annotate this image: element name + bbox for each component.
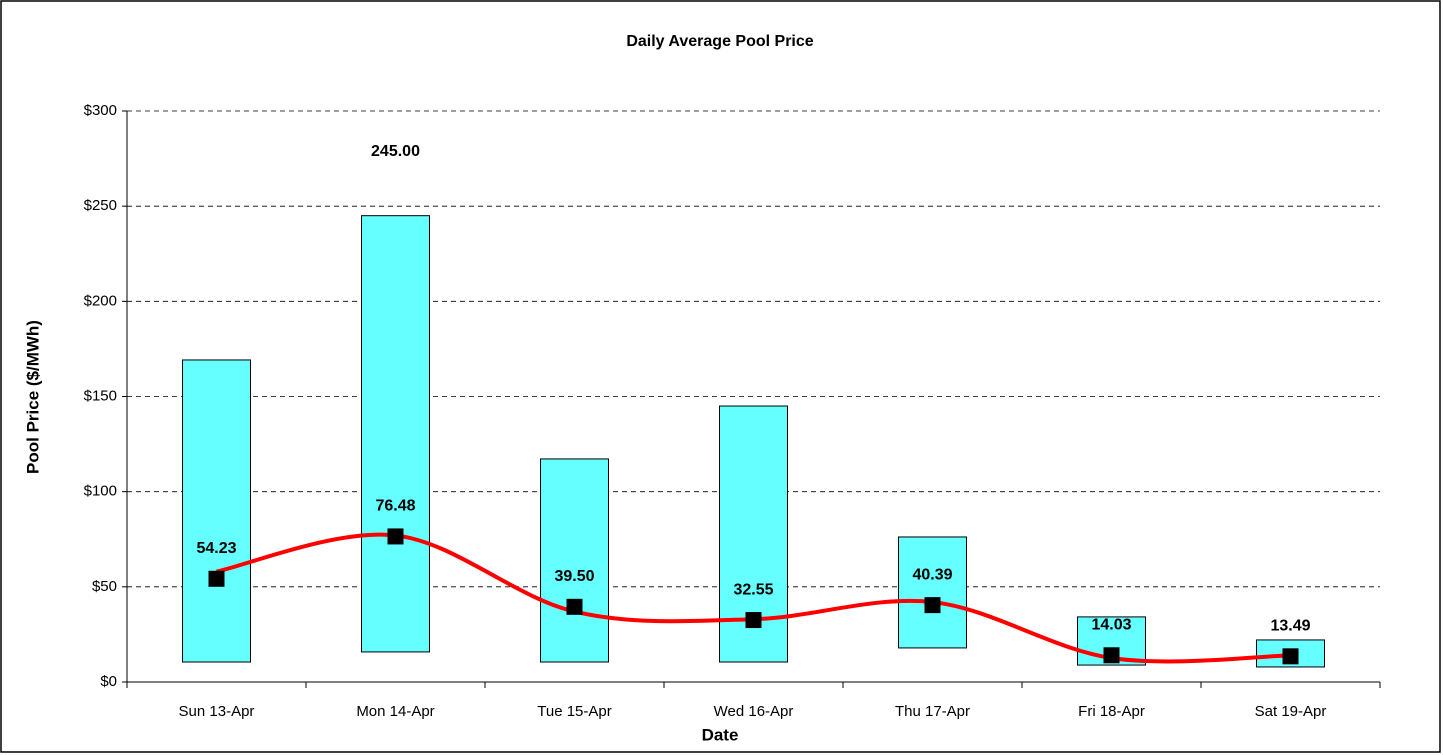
range-bar [540, 458, 609, 663]
average-marker [745, 612, 762, 629]
data-label: 76.48 [375, 498, 415, 515]
y-tick-label: $300 [84, 102, 117, 119]
x-axis-label: Date [702, 725, 739, 744]
average-marker [387, 528, 404, 545]
y-axis-label: Pool Price ($/MWh) [23, 320, 42, 474]
x-tick-label: Wed 16-Apr [714, 703, 794, 720]
x-tick-label: Thu 17-Apr [895, 703, 970, 720]
data-label: 32.55 [733, 581, 773, 598]
x-tick-label: Tue 15-Apr [537, 703, 611, 720]
annotation: 245.00 [371, 143, 420, 160]
data-label: 13.49 [1270, 618, 1310, 635]
range-bar [898, 536, 967, 649]
average-marker [566, 598, 583, 615]
average-marker [1103, 647, 1120, 664]
range-bar [182, 359, 251, 663]
y-tick-label: $150 [84, 387, 117, 404]
y-tick-label: $250 [84, 197, 117, 214]
average-marker [208, 570, 225, 587]
y-tick-label: $50 [92, 578, 117, 595]
y-tick-label: $100 [84, 483, 117, 500]
y-tick-label: $200 [84, 292, 117, 309]
x-tick-label: Mon 14-Apr [356, 703, 434, 720]
chart-title: Daily Average Pool Price [626, 33, 813, 50]
data-label: 39.50 [554, 568, 594, 585]
x-tick-label: Fri 18-Apr [1078, 703, 1145, 720]
average-marker [924, 597, 941, 614]
x-tick-label: Sat 19-Apr [1255, 703, 1327, 720]
range-bar [361, 215, 430, 653]
y-tick-label: $0 [100, 673, 117, 690]
average-marker [1282, 648, 1299, 665]
data-label: 40.39 [912, 566, 952, 583]
data-label: 14.03 [1091, 617, 1131, 634]
data-label: 54.23 [196, 540, 236, 557]
x-tick-label: Sun 13-Apr [179, 703, 255, 720]
